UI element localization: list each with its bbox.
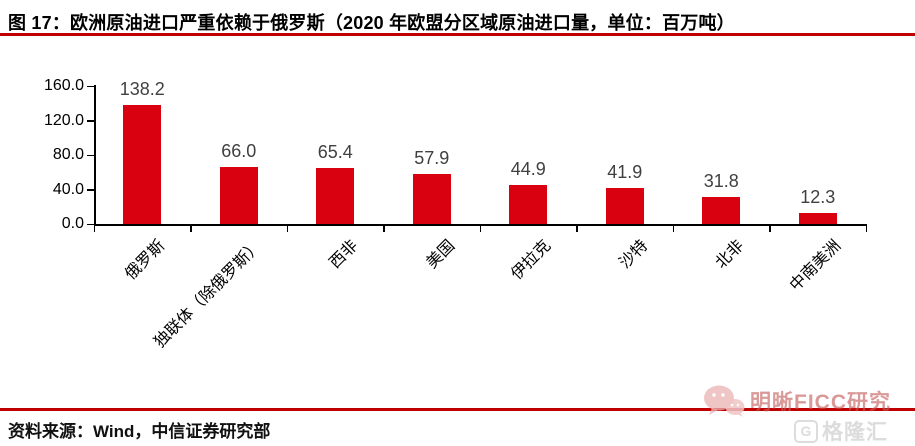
gelonghui-icon: G bbox=[794, 419, 818, 443]
bar-value-label: 138.2 bbox=[119, 78, 165, 99]
y-tick-label: 40.0 bbox=[52, 180, 84, 198]
x-tick bbox=[190, 225, 192, 232]
x-tick bbox=[383, 225, 385, 232]
x-tick bbox=[865, 225, 867, 232]
y-tick-label: 80.0 bbox=[52, 146, 84, 163]
x-category-label: 独联体（除俄罗斯） bbox=[151, 237, 266, 352]
x-category-label: 俄罗斯 bbox=[122, 237, 169, 284]
y-tick-label: 160.0 bbox=[43, 77, 84, 94]
x-category-label: 伊拉克 bbox=[508, 237, 555, 284]
figure-title: 图 17：欧洲原油进口严重依赖于俄罗斯（2020 年欧盟分区域原油进口量，单位：… bbox=[8, 13, 735, 33]
bar-value-label: 31.8 bbox=[703, 170, 739, 191]
x-tick bbox=[479, 225, 481, 232]
bar-value-label: 41.9 bbox=[607, 161, 643, 182]
source-note: 资料来源：Wind，中信证券研究部 bbox=[8, 422, 271, 441]
wechat-watermark-label: 明晰FICC研究 bbox=[750, 391, 891, 414]
title-underline bbox=[0, 33, 915, 36]
y-tick bbox=[87, 223, 94, 225]
x-tick bbox=[93, 225, 95, 232]
bar-value-label: 44.9 bbox=[510, 159, 546, 180]
x-tick bbox=[672, 225, 674, 232]
bar bbox=[219, 167, 258, 224]
x-axis bbox=[94, 224, 867, 226]
bar bbox=[412, 174, 451, 224]
x-category-label: 美国 bbox=[423, 237, 459, 272]
gelonghui-logo: G 格隆汇 bbox=[794, 416, 888, 446]
x-category-label: 沙特 bbox=[616, 237, 652, 272]
bar-value-label: 57.9 bbox=[414, 148, 450, 169]
y-axis bbox=[94, 85, 96, 225]
x-tick bbox=[769, 225, 771, 232]
footer-rule bbox=[0, 408, 915, 411]
y-tick bbox=[87, 85, 94, 87]
bar bbox=[798, 213, 837, 224]
bar bbox=[702, 196, 741, 224]
bar bbox=[316, 167, 355, 224]
y-tick bbox=[87, 189, 94, 191]
x-tick bbox=[576, 225, 578, 232]
y-tick bbox=[87, 154, 94, 156]
gelonghui-logo-label: 格隆汇 bbox=[822, 421, 888, 444]
y-tick-label: 120.0 bbox=[43, 111, 84, 129]
x-category-label: 西非 bbox=[326, 237, 362, 272]
y-tick-label: 0.0 bbox=[61, 215, 84, 232]
bar bbox=[123, 104, 162, 224]
bar-value-label: 12.3 bbox=[800, 187, 836, 208]
bar bbox=[509, 185, 548, 224]
bar-value-label: 66.0 bbox=[221, 141, 257, 162]
x-tick bbox=[286, 225, 288, 232]
bar bbox=[605, 187, 644, 224]
y-tick bbox=[87, 120, 94, 122]
wechat-icon bbox=[704, 385, 745, 417]
bar-value-label: 65.4 bbox=[317, 141, 353, 162]
wechat-watermark: 明晰FICC研究 bbox=[702, 384, 891, 418]
